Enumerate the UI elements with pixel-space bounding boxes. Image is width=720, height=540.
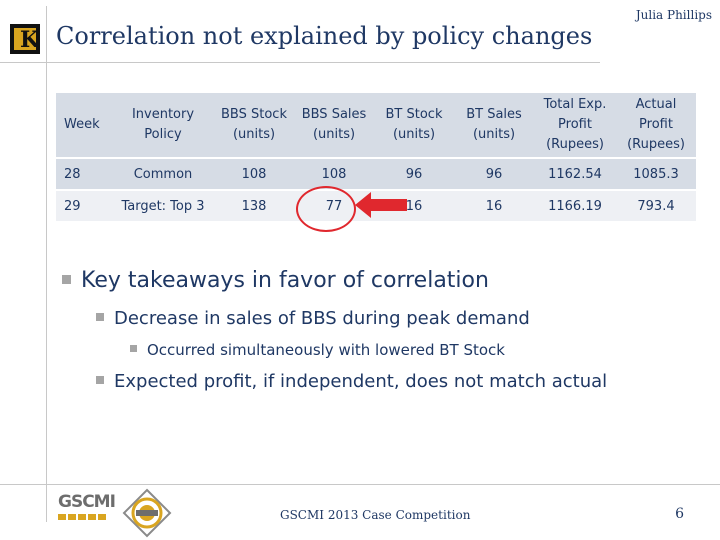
table-header-row: Week Inventory Policy BBS Stock (units) … — [56, 93, 696, 159]
footer-rule — [0, 484, 720, 485]
cell-inventory-policy: Target: Top 3 — [112, 190, 214, 223]
emme-seal-icon — [122, 488, 172, 538]
highlight-arrow-icon — [355, 192, 407, 218]
cell-actual-profit: 1085.3 — [616, 158, 696, 191]
kellogg-logo-icon: K — [10, 24, 40, 54]
bullet-square-icon — [62, 274, 71, 284]
cell-bbs-sales: 108 — [294, 158, 374, 191]
page-number: 6 — [675, 506, 684, 522]
slide-title: Correlation not explained by policy chan… — [56, 22, 593, 50]
cell-bt-sales: 96 — [454, 158, 534, 191]
table-row: 28 Common 108 108 96 96 1162.54 1085.3 — [56, 158, 696, 191]
bullet-level1: Key takeaways in favor of correlation — [62, 268, 489, 293]
header-rule — [0, 62, 600, 63]
col-header-bt-stock: BT Stock (units) — [374, 93, 454, 159]
cell-week: 29 — [56, 190, 112, 223]
bullet-level2-profit: Expected profit, if independent, does no… — [96, 371, 607, 392]
bullet-square-icon — [130, 345, 137, 352]
highlight-circle — [296, 186, 356, 232]
cell-inventory-policy: Common — [112, 158, 214, 191]
policy-data-table: Week Inventory Policy BBS Stock (units) … — [56, 93, 696, 223]
author-name: Julia Phillips — [635, 8, 712, 22]
cell-bt-sales: 16 — [454, 190, 534, 223]
bullet-level3-stock: Occurred simultaneously with lowered BT … — [130, 341, 505, 359]
footer-competition: GSCMI 2013 Case Competition — [280, 508, 471, 522]
col-header-total-exp-profit: Total Exp. Profit (Rupees) — [534, 93, 616, 159]
cell-bbs-stock: 108 — [214, 158, 294, 191]
vertical-rule — [46, 6, 47, 522]
cell-bt-stock: 96 — [374, 158, 454, 191]
col-header-bt-sales: BT Sales (units) — [454, 93, 534, 159]
gscmi-logo-icon: GSCMI — [58, 492, 116, 532]
cell-total-exp-profit: 1162.54 — [534, 158, 616, 191]
bullet-square-icon — [96, 313, 104, 321]
col-header-bbs-stock: BBS Stock (units) — [214, 93, 294, 159]
cell-week: 28 — [56, 158, 112, 191]
bullet-level2-sales: Decrease in sales of BBS during peak dem… — [96, 308, 530, 329]
col-header-inventory-policy: Inventory Policy — [112, 93, 214, 159]
col-header-week: Week — [56, 93, 112, 159]
col-header-bbs-sales: BBS Sales (units) — [294, 93, 374, 159]
col-header-actual-profit: Actual Profit (Rupees) — [616, 93, 696, 159]
cell-bbs-stock: 138 — [214, 190, 294, 223]
bullet-square-icon — [96, 376, 104, 384]
cell-actual-profit: 793.4 — [616, 190, 696, 223]
cell-total-exp-profit: 1166.19 — [534, 190, 616, 223]
